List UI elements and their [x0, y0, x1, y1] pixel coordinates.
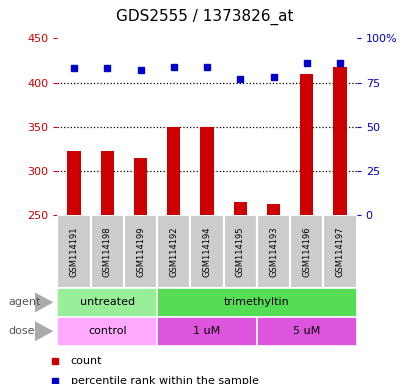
Bar — [256, 215, 290, 288]
Polygon shape — [35, 321, 53, 341]
Text: percentile rank within the sample: percentile rank within the sample — [71, 376, 258, 384]
Bar — [67, 151, 81, 215]
Text: GSM114191: GSM114191 — [70, 226, 79, 277]
Bar — [190, 215, 223, 288]
Text: count: count — [71, 356, 102, 366]
Bar — [57, 215, 90, 288]
Polygon shape — [35, 292, 53, 313]
Bar — [157, 288, 356, 317]
Bar — [290, 215, 323, 288]
Text: GSM114194: GSM114194 — [202, 226, 211, 277]
Text: GSM114193: GSM114193 — [268, 226, 277, 277]
Bar — [266, 204, 279, 215]
Text: GSM114199: GSM114199 — [136, 226, 145, 277]
Bar — [124, 215, 157, 288]
Bar — [200, 127, 213, 215]
Bar — [333, 67, 346, 215]
Text: GSM114196: GSM114196 — [301, 226, 310, 277]
Text: trimethyltin: trimethyltin — [223, 297, 289, 308]
Text: GSM114197: GSM114197 — [335, 226, 344, 277]
Text: 5 uM: 5 uM — [292, 326, 320, 336]
Bar — [256, 317, 356, 346]
Bar — [100, 151, 114, 215]
Bar — [167, 127, 180, 215]
Text: GSM114195: GSM114195 — [235, 226, 244, 277]
Bar — [323, 215, 356, 288]
Text: agent: agent — [8, 297, 40, 308]
Bar — [157, 215, 190, 288]
Bar — [299, 74, 313, 215]
Bar — [233, 202, 246, 215]
Bar — [57, 288, 157, 317]
Text: untreated: untreated — [79, 297, 135, 308]
Bar — [57, 317, 157, 346]
Text: 1 uM: 1 uM — [193, 326, 220, 336]
Text: GDS2555 / 1373826_at: GDS2555 / 1373826_at — [116, 9, 293, 25]
Text: GSM114198: GSM114198 — [103, 226, 112, 277]
Bar — [223, 215, 256, 288]
Bar — [90, 215, 124, 288]
Bar — [157, 317, 256, 346]
Bar — [134, 157, 147, 215]
Text: dose: dose — [8, 326, 35, 336]
Text: control: control — [88, 326, 126, 336]
Text: GSM114192: GSM114192 — [169, 226, 178, 277]
